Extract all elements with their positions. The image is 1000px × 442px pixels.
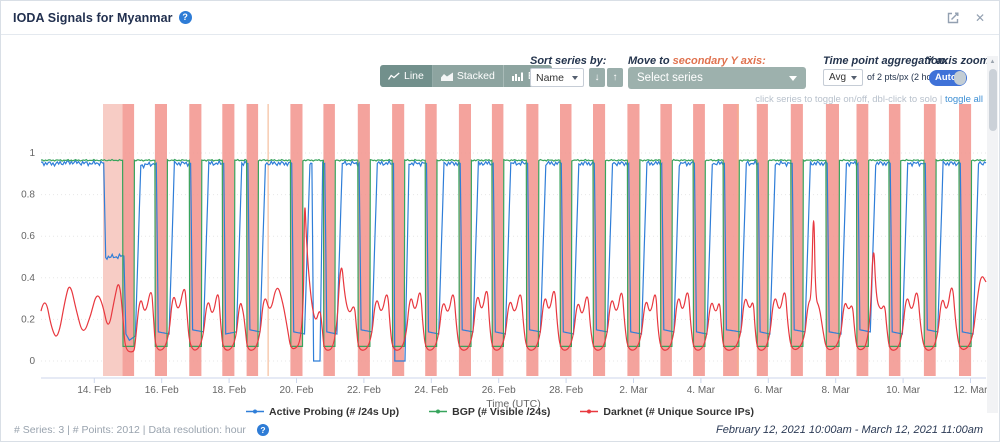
chevron-down-icon <box>851 75 857 80</box>
chart-canvas[interactable]: 0 0.2 0.4 0.6 0.8 1 14. Feb 16. Feb 18. Feb 20. F… <box>1 96 1000 410</box>
svg-text:1: 1 <box>29 148 35 159</box>
scroll-up-icon[interactable] <box>987 56 998 68</box>
stats-help-icon[interactable] <box>256 424 269 436</box>
panel-title: IODA Signals for Myanmar <box>13 10 173 25</box>
active-probing-marker-icon <box>246 403 265 421</box>
y-axis-zoom-label: Y axis zoom: <box>926 55 994 67</box>
close-icon[interactable] <box>973 11 987 25</box>
legend-item-bgp[interactable]: BGP (# Visible /24s) <box>429 403 550 421</box>
aggregation-select[interactable]: Avg <box>823 69 863 86</box>
stacked-chart-button[interactable]: Stacked <box>432 65 504 87</box>
signals-chart[interactable]: 0 0.2 0.4 0.6 0.8 1 14. Feb 16. Feb 18. Feb 20. F… <box>1 96 1000 410</box>
secondary-axis-label: Move to secondary Y axis: <box>628 55 766 67</box>
toggle-all-link[interactable]: toggle all <box>944 94 983 105</box>
svg-text:24. Feb: 24. Feb <box>414 385 448 396</box>
chart-type-button-group: Line Stacked Bar <box>380 65 553 87</box>
svg-text:28. Feb: 28. Feb <box>549 385 583 396</box>
legend-item-active-probing[interactable]: Active Probing (# /24s Up) <box>246 403 399 421</box>
darknet-marker-icon <box>580 403 599 421</box>
sort-series-select[interactable]: Name <box>530 68 584 87</box>
panel-header: IODA Signals for Myanmar <box>1 1 999 35</box>
svg-text:Time (UTC): Time (UTC) <box>486 398 540 408</box>
title-help-icon[interactable] <box>178 11 192 24</box>
scrollbar-thumb[interactable] <box>988 69 997 131</box>
toggle-knob[interactable] <box>954 71 966 85</box>
bgp-marker-icon <box>429 403 448 421</box>
svg-text:12. Mar: 12. Mar <box>954 385 989 396</box>
vertical-scrollbar[interactable] <box>987 56 998 413</box>
chart-stats: # Series: 3 | # Points: 2012 | Data reso… <box>14 424 269 436</box>
y-axis-zoom-toggle[interactable]: Auto <box>929 70 967 86</box>
series-toggle-hint: click series to toggle on/off, dbl-click… <box>755 94 983 105</box>
chevron-down-icon <box>789 75 797 81</box>
svg-text:4. Mar: 4. Mar <box>687 385 716 396</box>
stacked-area-icon <box>440 72 453 81</box>
header-actions <box>946 11 987 25</box>
chart-legend: Active Probing (# /24s Up) BGP (# Visibl… <box>1 404 999 419</box>
svg-text:0: 0 <box>29 356 35 367</box>
svg-text:20. Feb: 20. Feb <box>280 385 314 396</box>
aggregation-label: Time point aggregation: <box>823 55 949 67</box>
svg-text:22. Feb: 22. Feb <box>347 385 381 396</box>
svg-text:18. Feb: 18. Feb <box>212 385 246 396</box>
svg-text:0.2: 0.2 <box>21 314 35 325</box>
edit-square-icon[interactable] <box>946 11 960 25</box>
svg-text:0.4: 0.4 <box>21 273 35 284</box>
svg-text:0.6: 0.6 <box>21 231 35 242</box>
time-range-label: February 12, 2021 10:00am - March 12, 20… <box>715 424 983 436</box>
bar-chart-icon <box>511 72 523 81</box>
sort-ascending-button[interactable] <box>607 68 623 87</box>
aggregation-suffix: of 2 pts/px (2 hours) <box>867 72 948 82</box>
svg-text:2. Mar: 2. Mar <box>619 385 648 396</box>
line-chart-icon <box>388 72 400 80</box>
chevron-down-icon <box>572 75 578 80</box>
svg-text:10. Mar: 10. Mar <box>886 385 921 396</box>
svg-text:26. Feb: 26. Feb <box>482 385 516 396</box>
line-chart-button[interactable]: Line <box>380 65 433 87</box>
sort-series-label: Sort series by: <box>530 55 607 67</box>
secondary-axis-select[interactable]: Select series <box>628 67 806 89</box>
svg-text:8. Mar: 8. Mar <box>822 385 851 396</box>
legend-item-darknet[interactable]: Darknet (# Unique Source IPs) <box>580 403 754 421</box>
svg-text:14. Feb: 14. Feb <box>77 385 111 396</box>
svg-text:0.8: 0.8 <box>21 190 35 201</box>
svg-text:16. Feb: 16. Feb <box>145 385 179 396</box>
svg-text:6. Mar: 6. Mar <box>754 385 783 396</box>
sort-descending-button[interactable] <box>589 68 605 87</box>
